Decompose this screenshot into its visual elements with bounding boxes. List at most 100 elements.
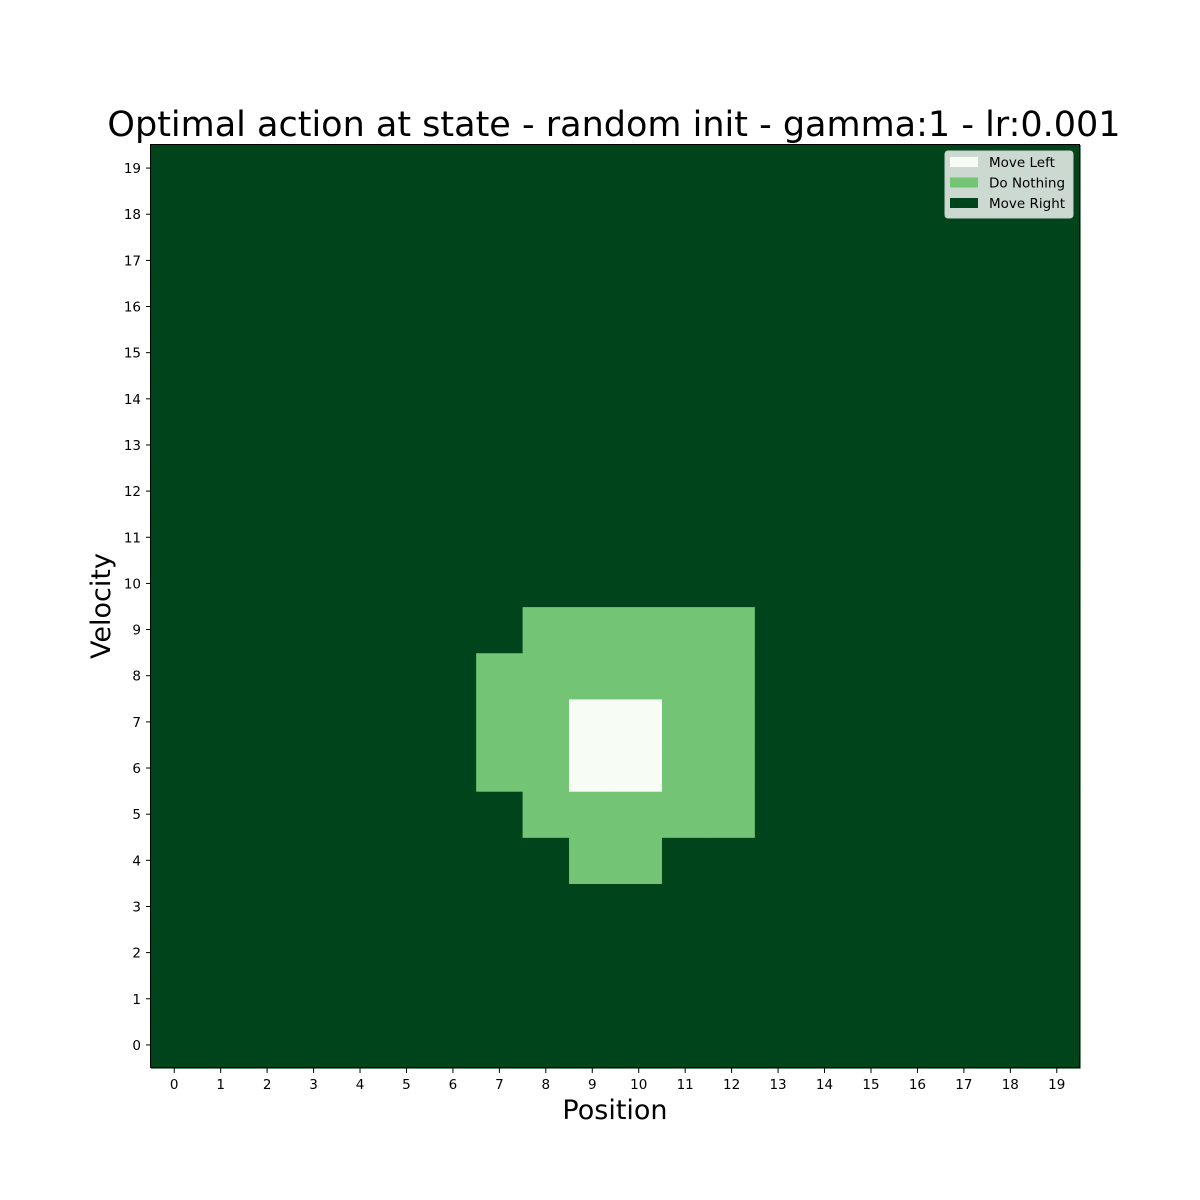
- heatmap-cell: [847, 421, 895, 469]
- y-tick-label: 6: [132, 761, 141, 777]
- heatmap-cell: [894, 468, 942, 515]
- heatmap-cell: [847, 560, 895, 608]
- heatmap-cell: [894, 791, 942, 838]
- heatmap-cell: [522, 698, 570, 746]
- heatmap-cell: [429, 145, 477, 192]
- x-tick-label: 8: [542, 1077, 551, 1093]
- heatmap-cell: [197, 883, 245, 931]
- heatmap-cell: [151, 652, 199, 700]
- heatmap-cell: [197, 237, 245, 285]
- heatmap-cell: [940, 698, 988, 746]
- heatmap-cell: [476, 929, 524, 977]
- y-tick-label: 12: [124, 484, 141, 500]
- heatmap-cell: [615, 560, 663, 608]
- heatmap-cell: [429, 744, 477, 792]
- heatmap-cell: [569, 652, 617, 700]
- heatmap-cell: [661, 929, 709, 977]
- heatmap-cell: [940, 791, 988, 838]
- x-tick-label: 15: [862, 1077, 879, 1093]
- heatmap-cell: [894, 744, 942, 792]
- heatmap-cell: [522, 329, 570, 377]
- heatmap-cell: [197, 606, 245, 654]
- heatmap-cell: [615, 468, 663, 515]
- heatmap-cell: [894, 514, 942, 561]
- heatmap-cell: [429, 929, 477, 977]
- heatmap-cell: [940, 975, 988, 1023]
- heatmap-cell: [522, 514, 570, 561]
- heatmap-cell: [801, 883, 849, 931]
- heatmap-cell: [476, 652, 524, 700]
- heatmap-cell: [615, 375, 663, 423]
- heatmap-cell: [429, 606, 477, 654]
- heatmap-cell: [847, 837, 895, 884]
- x-tick-label: 5: [402, 1077, 411, 1093]
- heatmap-cell: [290, 145, 338, 192]
- y-tick-label: 13: [124, 438, 141, 454]
- x-tick-label: 0: [170, 1077, 179, 1093]
- heatmap-cell: [754, 791, 802, 838]
- heatmap-cell: [801, 375, 849, 423]
- heatmap-cell: [987, 375, 1035, 423]
- heatmap-cell: [522, 283, 570, 331]
- heatmap-cell: [429, 468, 477, 515]
- heatmap-cell: [1033, 514, 1081, 561]
- heatmap-cell: [151, 929, 199, 977]
- heatmap-cell: [615, 329, 663, 377]
- heatmap-cell: [290, 791, 338, 838]
- heatmap-cell: [383, 1021, 431, 1069]
- heatmap-cell: [754, 329, 802, 377]
- x-axis-label: Position: [562, 1095, 667, 1126]
- heatmap-cell: [894, 929, 942, 977]
- y-tick-label: 2: [132, 946, 141, 962]
- heatmap-cell: [615, 191, 663, 238]
- heatmap-cell: [1033, 329, 1081, 377]
- heatmap-cell: [151, 975, 199, 1023]
- heatmap-cell: [476, 237, 524, 285]
- heatmap-cell: [243, 514, 291, 561]
- heatmap-cell: [151, 1021, 199, 1069]
- heatmap-cell: [847, 652, 895, 700]
- legend-swatch: [950, 177, 978, 188]
- heatmap-cell: [197, 560, 245, 608]
- heatmap-cell: [336, 606, 384, 654]
- heatmap-cell: [894, 191, 942, 238]
- heatmap-cell: [847, 514, 895, 561]
- heatmap-cell: [336, 191, 384, 238]
- heatmap-cell: [383, 837, 431, 884]
- heatmap-cell: [290, 1021, 338, 1069]
- heatmap-cell: [754, 375, 802, 423]
- heatmap-cell: [383, 652, 431, 700]
- heatmap-cell: [801, 468, 849, 515]
- heatmap-cell: [1033, 560, 1081, 608]
- heatmap-cell: [754, 283, 802, 331]
- heatmap-cell: [476, 191, 524, 238]
- heatmap-cell: [522, 929, 570, 977]
- heatmap-cell: [429, 791, 477, 838]
- heatmap-cell: [1033, 468, 1081, 515]
- y-tick-label: 7: [132, 715, 141, 731]
- heatmap-cell: [754, 237, 802, 285]
- heatmap-cell: [290, 744, 338, 792]
- heatmap-cell: [801, 283, 849, 331]
- heatmap-cell: [336, 421, 384, 469]
- heatmap-cell: [569, 514, 617, 561]
- heatmap-cell: [476, 145, 524, 192]
- heatmap-cell: [476, 837, 524, 884]
- heatmap-cell: [336, 837, 384, 884]
- heatmap-cell: [754, 514, 802, 561]
- y-tick-label: 3: [132, 899, 141, 915]
- heatmap-cell: [476, 698, 524, 746]
- heatmap-cell: [894, 421, 942, 469]
- heatmap-cell: [615, 283, 663, 331]
- heatmap-cell: [243, 883, 291, 931]
- x-tick-label: 4: [356, 1077, 365, 1093]
- heatmap-cell: [383, 145, 431, 192]
- heatmap-cell: [336, 237, 384, 285]
- heatmap-cell: [1033, 837, 1081, 884]
- heatmap-cell: [243, 1021, 291, 1069]
- heatmap-cell: [383, 283, 431, 331]
- heatmap-cell: [940, 606, 988, 654]
- heatmap-cell: [801, 1021, 849, 1069]
- heatmap-cell: [708, 929, 756, 977]
- heatmap-cell: [894, 652, 942, 700]
